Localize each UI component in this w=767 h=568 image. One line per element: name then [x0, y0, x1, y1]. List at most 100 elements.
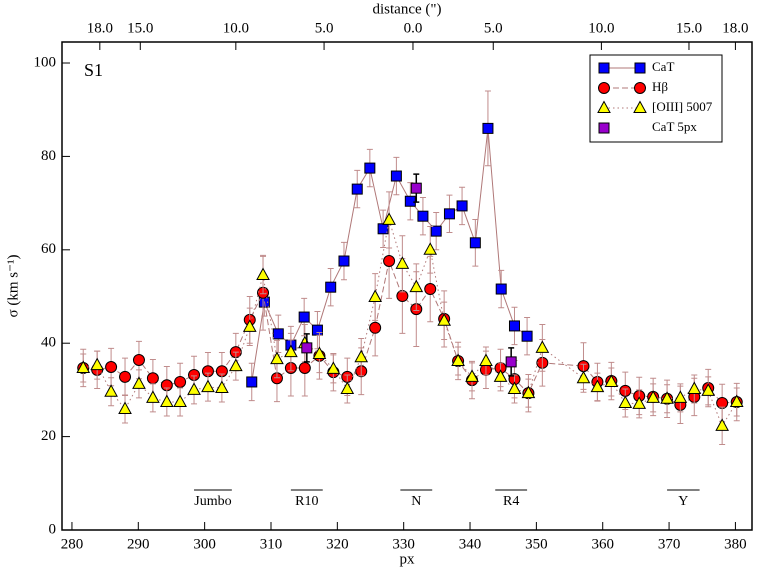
- data-point: [118, 401, 132, 415]
- x-tick-label: 280: [61, 536, 84, 552]
- x-tick-label: 330: [392, 536, 415, 552]
- x2-axis-label: distance ("): [372, 1, 441, 17]
- data-point: [201, 379, 215, 393]
- data-point: [437, 313, 451, 326]
- x-tick-label: 310: [260, 536, 283, 552]
- data-point: [729, 394, 744, 408]
- data-point: [338, 255, 350, 267]
- data-point: [508, 320, 520, 332]
- y-tick-label: 0: [49, 521, 57, 537]
- data-point: [364, 162, 376, 174]
- x2-tick-label: 15.0: [676, 20, 702, 36]
- x-axis-label: px: [400, 551, 416, 567]
- data-point: [270, 351, 284, 365]
- data-point: [715, 418, 729, 431]
- data-point: [301, 342, 313, 354]
- data-point: [493, 369, 508, 382]
- x2-tick-label: 15.0: [127, 20, 153, 36]
- data-point: [132, 376, 146, 389]
- x2-tick-label: 10.0: [223, 20, 249, 36]
- data-point: [535, 340, 550, 353]
- data-point: [417, 210, 429, 222]
- data-point: [351, 183, 363, 195]
- legend-marker: [598, 82, 610, 94]
- data-point: [410, 182, 422, 194]
- x2-tick-label: 10.0: [588, 20, 614, 36]
- data-point: [646, 390, 660, 403]
- x2-tick-label: 18.0: [87, 20, 113, 36]
- data-point: [576, 370, 591, 384]
- x-tick-label: 320: [326, 536, 349, 552]
- data-point: [146, 390, 160, 403]
- y-tick-label: 40: [41, 335, 56, 351]
- legend-marker: [634, 62, 646, 74]
- data-point: [673, 390, 688, 403]
- data-point: [90, 357, 105, 371]
- data-point: [404, 195, 416, 207]
- data-point: [368, 289, 382, 302]
- data-point: [456, 200, 468, 212]
- x-tick-label: 290: [127, 536, 150, 552]
- legend-marker: [598, 62, 610, 74]
- legend-label: [OIII] 5007: [652, 99, 713, 114]
- data-point: [430, 225, 442, 237]
- y-tick-label: 60: [41, 241, 56, 257]
- data-point: [256, 267, 270, 281]
- data-point: [187, 382, 201, 395]
- data-point: [132, 354, 145, 367]
- data-point: [228, 358, 243, 372]
- data-point: [312, 346, 327, 359]
- region-label: Jumbo: [194, 494, 231, 509]
- data-point: [382, 212, 396, 225]
- data-point: [146, 372, 159, 385]
- data-point: [521, 385, 536, 399]
- data-point: [354, 349, 369, 363]
- x-tick-label: 360: [591, 536, 614, 552]
- y-tick-label: 100: [34, 54, 57, 70]
- data-point: [482, 122, 494, 134]
- data-point: [521, 330, 533, 342]
- data-point: [383, 255, 396, 268]
- data-point: [423, 242, 438, 255]
- legend-label: CaT: [652, 59, 674, 74]
- data-point: [507, 381, 522, 394]
- data-point: [159, 394, 174, 408]
- data-point: [395, 256, 410, 269]
- x-tick-label: 340: [459, 536, 482, 552]
- data-point: [76, 360, 91, 373]
- data-point: [326, 361, 341, 374]
- y-tick-label: 80: [41, 148, 56, 164]
- data-point: [246, 376, 258, 388]
- data-point: [604, 374, 619, 387]
- legend-box: [589, 54, 723, 143]
- y-axis-label: σ (km s⁻¹): [5, 254, 21, 317]
- data-point: [174, 375, 187, 388]
- legend-marker: [634, 82, 646, 94]
- data-point: [105, 361, 118, 374]
- x2-tick-label: 0.0: [404, 20, 423, 36]
- x-tick-label: 350: [525, 536, 548, 552]
- data-point: [479, 353, 493, 366]
- data-point: [443, 208, 455, 220]
- data-point: [298, 361, 311, 374]
- data-point: [340, 381, 355, 394]
- data-point: [424, 283, 437, 296]
- x-tick-label: 380: [724, 536, 747, 552]
- data-point: [272, 328, 284, 340]
- legend-marker: [633, 100, 647, 113]
- data-point: [325, 281, 337, 293]
- data-point: [618, 395, 633, 408]
- data-point: [701, 383, 716, 396]
- data-point: [119, 370, 132, 383]
- data-point: [298, 311, 310, 323]
- region-label: Y: [678, 494, 688, 509]
- data-point: [687, 381, 702, 394]
- data-point: [215, 380, 229, 394]
- x2-tick-label: 18.0: [722, 20, 748, 36]
- data-point: [284, 344, 298, 358]
- data-point: [469, 237, 481, 249]
- data-point: [311, 324, 323, 336]
- legend-marker: [597, 100, 611, 113]
- region-label: R10: [295, 494, 318, 509]
- data-point: [173, 394, 187, 408]
